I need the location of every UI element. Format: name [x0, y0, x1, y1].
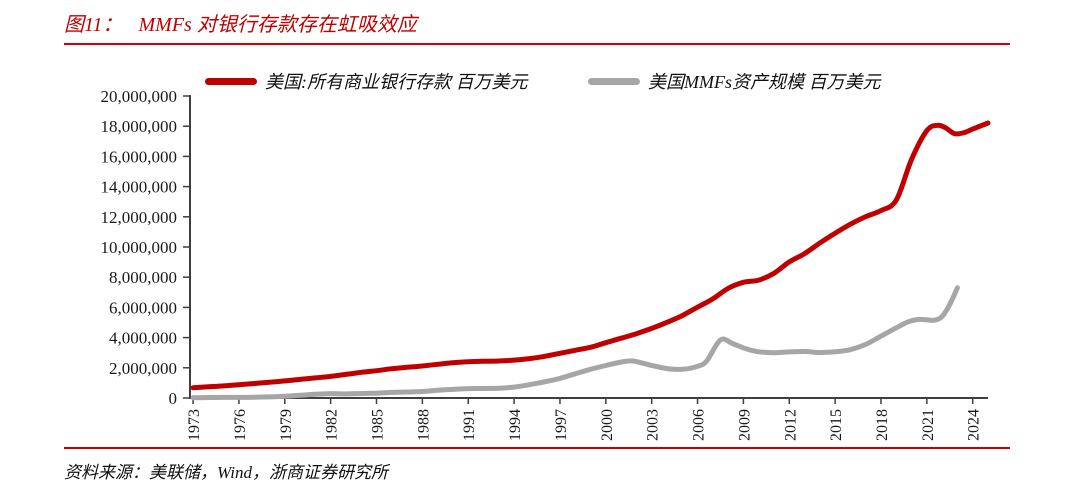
- legend-label-mmf: 美国MMFs资产规模 百万美元: [648, 72, 881, 92]
- source-text: 美联储，Wind，浙商证券研究所: [149, 463, 388, 482]
- source-note: 资料来源：美联储，Wind，浙商证券研究所: [64, 458, 388, 483]
- x-tick-label: 2009: [736, 409, 753, 441]
- x-tick-label: 1994: [507, 409, 524, 441]
- legend-swatch-gray-line-icon: [588, 77, 640, 85]
- bottom-divider-line: [64, 447, 1010, 449]
- x-tick-label: 2021: [920, 409, 937, 441]
- y-tick-label: 2,000,000: [109, 359, 177, 378]
- source-label: 资料来源：: [64, 463, 149, 482]
- figure-title: 图11： MMFs 对银行存款存在虹吸效应: [64, 8, 417, 37]
- x-tick-label: 1991: [461, 409, 478, 441]
- x-tick-label: 1973: [186, 409, 203, 441]
- y-tick-label: 14,000,000: [101, 178, 178, 197]
- series-line-mmf-assets: [190, 285, 960, 401]
- series-line-bank-deposits: [190, 120, 991, 391]
- legend-item-mmf: 美国MMFs资产规模 百万美元: [588, 70, 881, 92]
- x-tick-label: 1985: [370, 409, 387, 441]
- y-tick-label: 6,000,000: [109, 298, 177, 317]
- title-divider-line: [64, 43, 1010, 45]
- legend-item-deposits: 美国:所有商业银行存款 百万美元: [205, 70, 528, 92]
- y-tick-label: 16,000,000: [101, 147, 178, 166]
- y-tick-label: 10,000,000: [101, 238, 178, 257]
- x-tick-label: 2000: [599, 409, 616, 441]
- y-tick-label: 12,000,000: [101, 208, 178, 227]
- x-tick-label: 1982: [324, 409, 341, 441]
- x-tick-label: 1976: [232, 409, 249, 441]
- x-tick-label: 1979: [278, 409, 295, 441]
- y-tick-label: 8,000,000: [109, 268, 177, 287]
- legend-swatch-red-line-icon: [205, 77, 257, 85]
- x-tick-label: 2024: [966, 409, 983, 441]
- x-tick-label: 2006: [691, 409, 708, 441]
- figure-number: 图11：: [64, 14, 123, 36]
- legend-label-deposits: 美国:所有商业银行存款 百万美元: [265, 72, 528, 92]
- x-tick-label: 2015: [828, 409, 845, 441]
- y-tick-label: 0: [169, 389, 178, 408]
- x-tick-label: 2018: [874, 409, 891, 441]
- y-tick-label: 20,000,000: [101, 87, 178, 106]
- y-tick-label: 18,000,000: [101, 117, 178, 136]
- x-tick-label: 1988: [415, 409, 432, 441]
- x-tick-label: 2003: [645, 409, 662, 441]
- figure-title-text: MMFs 对银行存款存在虹吸效应: [138, 14, 417, 36]
- y-tick-label: 4,000,000: [109, 329, 177, 348]
- chart-legend: 美国:所有商业银行存款 百万美元 美国MMFs资产规模 百万美元: [0, 70, 1080, 92]
- x-tick-label: 2012: [782, 409, 799, 441]
- x-tick-label: 1997: [553, 409, 570, 441]
